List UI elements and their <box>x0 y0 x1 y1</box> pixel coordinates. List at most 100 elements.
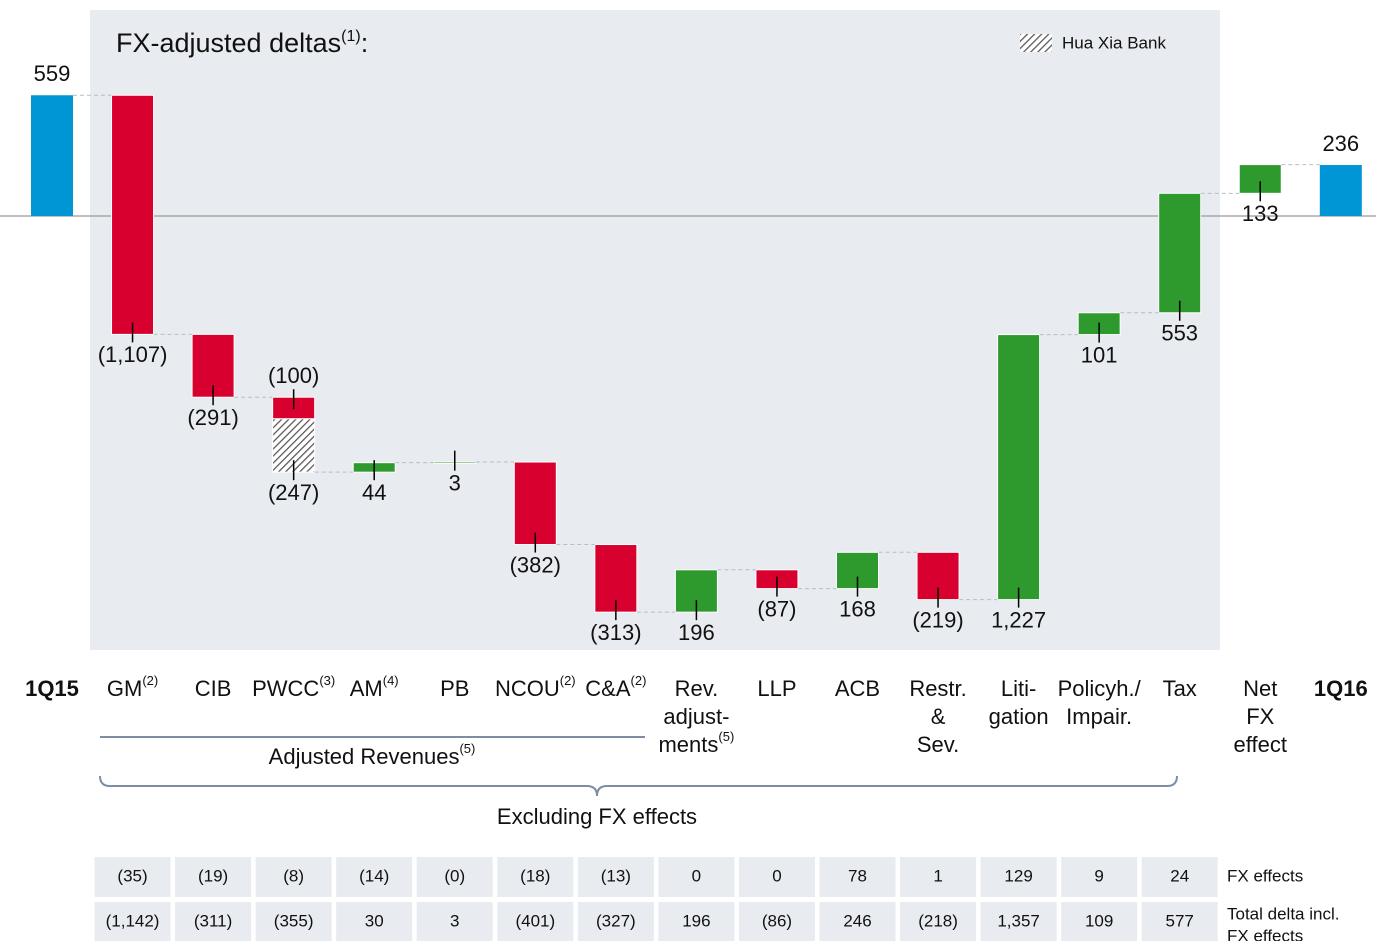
bar <box>1319 165 1362 216</box>
table-cell <box>175 902 252 941</box>
table-cell <box>900 857 977 897</box>
x-tick-text: 1Q16 <box>1314 676 1368 701</box>
table-cell-text: (218) <box>918 911 958 930</box>
x-tick-label: 1Q16 <box>1314 676 1368 701</box>
table-cell-text: (401) <box>515 911 555 930</box>
table-cell-text: 3 <box>450 911 459 930</box>
table-cell <box>336 902 413 941</box>
x-tick-text: 1Q15 <box>25 676 79 701</box>
table-cell <box>819 902 896 941</box>
table-cell-text: 0 <box>772 866 781 885</box>
table-cell <box>1141 857 1218 897</box>
table-cell-text: (0) <box>444 866 465 885</box>
table-cell <box>497 857 574 897</box>
table-cell <box>336 857 413 897</box>
legend-label: Hua Xia Bank <box>1062 33 1166 52</box>
x-tick-text: Rev. <box>675 676 719 701</box>
table-cell <box>416 857 493 897</box>
x-tick-label: FX <box>1246 704 1274 729</box>
table-cell <box>980 857 1057 897</box>
table-cell <box>1061 902 1138 941</box>
table-cell-text: (86) <box>762 911 792 930</box>
table-cell <box>94 857 171 897</box>
x-tick-label: AM(4) <box>350 673 399 700</box>
x-tick-label: ACB <box>835 676 880 701</box>
table-cell-text: 30 <box>365 911 384 930</box>
value-label: (313) <box>590 620 641 645</box>
table-cell-text: 129 <box>1004 866 1032 885</box>
table-cell <box>577 857 654 897</box>
value-label: 559 <box>34 61 71 86</box>
table-cell <box>255 857 332 897</box>
x-tick-text: Net <box>1243 676 1277 701</box>
value-label: (291) <box>187 405 238 430</box>
table-cell-text: 9 <box>1094 866 1103 885</box>
x-tick-text: Impair. <box>1066 704 1132 729</box>
x-tick-note: (2) <box>560 673 576 688</box>
table-cell-text: (19) <box>198 866 228 885</box>
x-tick-text: GM <box>107 676 142 701</box>
group-label: Adjusted Revenues(5) <box>269 741 476 768</box>
x-tick-text: effect <box>1234 732 1287 757</box>
x-tick-label: GM(2) <box>107 673 158 700</box>
table-cell <box>658 857 735 897</box>
table-cell-text: (13) <box>601 866 631 885</box>
x-tick-text: NCOU <box>495 676 560 701</box>
table-cell-text: 1,357 <box>997 911 1040 930</box>
x-tick-text: Liti- <box>1001 676 1036 701</box>
table-cell <box>980 902 1057 941</box>
x-tick-label: gation <box>989 704 1049 729</box>
table-cell-text: 1 <box>933 866 942 885</box>
value-label: 553 <box>1161 321 1198 346</box>
table-cell-text: (311) <box>194 911 232 930</box>
value-label: (100) <box>268 363 319 388</box>
table-cell-text: (35) <box>117 866 147 885</box>
panel <box>90 10 1220 650</box>
table-cell-text: 109 <box>1085 911 1113 930</box>
table-cell <box>577 902 654 941</box>
x-tick-text: Tax <box>1163 676 1197 701</box>
x-tick-text: PB <box>440 676 469 701</box>
x-tick-note: (2) <box>631 673 647 688</box>
x-tick-text: LLP <box>757 676 796 701</box>
table-cell <box>819 857 896 897</box>
chart-title: FX-adjusted deltas(1): <box>116 28 368 58</box>
table-cell <box>255 902 332 941</box>
bar <box>513 461 557 546</box>
row-label: FX effects <box>1227 926 1303 941</box>
group-label: Excluding FX effects <box>497 804 697 829</box>
table-cell-text: 577 <box>1166 911 1194 930</box>
table-cell-text: 196 <box>682 911 710 930</box>
value-label: 1,227 <box>991 607 1046 632</box>
table-cell-text: (8) <box>283 866 304 885</box>
table-cell-text: 78 <box>848 866 867 885</box>
value-label: 196 <box>678 620 715 645</box>
table-cell-text: (18) <box>520 866 550 885</box>
x-tick-label: Sev. <box>917 732 959 757</box>
row-label: FX effects <box>1227 866 1303 885</box>
bar <box>997 334 1041 601</box>
value-label: 101 <box>1081 342 1118 367</box>
table-cell <box>658 902 735 941</box>
x-tick-label: Rev. <box>675 676 719 701</box>
x-tick-note: (2) <box>142 673 158 688</box>
value-label: 133 <box>1242 201 1279 226</box>
x-tick-label: & <box>931 704 946 729</box>
bracket <box>99 775 1178 797</box>
x-tick-label: Net <box>1243 676 1277 701</box>
table-cell-text: (327) <box>596 911 636 930</box>
x-tick-text: PWCC <box>252 676 319 701</box>
x-tick-label: Impair. <box>1066 704 1132 729</box>
x-tick-label: C&A(2) <box>585 673 646 700</box>
row-label: Total delta incl. <box>1227 904 1339 923</box>
table-cell <box>1061 857 1138 897</box>
table-cell-text: 24 <box>1170 866 1189 885</box>
x-tick-label: Liti- <box>1001 676 1036 701</box>
x-tick-label: Policyh./ <box>1058 676 1142 701</box>
x-tick-label: effect <box>1234 732 1287 757</box>
value-label: 44 <box>362 480 386 505</box>
value-label: (1,107) <box>98 342 168 367</box>
table-cell <box>738 857 815 897</box>
table-cell <box>94 902 171 941</box>
